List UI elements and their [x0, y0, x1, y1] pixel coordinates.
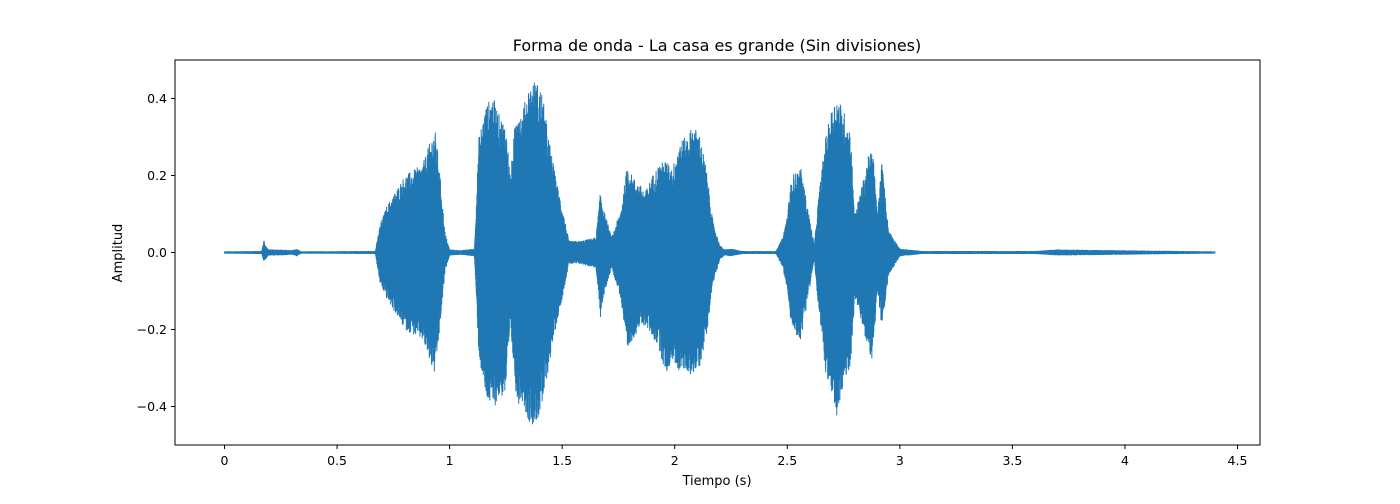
y-tick-label: −0.2	[137, 322, 167, 337]
x-tick-label: 0.5	[327, 453, 347, 468]
x-tick-label: 0	[221, 453, 229, 468]
y-tick-label: 0.2	[147, 168, 167, 183]
x-tick-label: 1.5	[552, 453, 572, 468]
x-tick-label: 3	[896, 453, 904, 468]
x-tick-label: 4.5	[1228, 453, 1248, 468]
y-axis-label: Amplitud	[111, 224, 126, 283]
x-tick-label: 3.5	[1002, 453, 1022, 468]
waveform-series	[224, 82, 1216, 425]
y-tick-label: 0.4	[147, 91, 167, 106]
x-axis: 0 0.5 1 1.5 2 2.5 3 3.5 4 4.5	[221, 445, 1248, 468]
y-tick-label: −0.4	[137, 399, 167, 414]
x-tick-label: 1	[446, 453, 454, 468]
x-tick-label: 4	[1121, 453, 1129, 468]
chart-title: Forma de onda - La casa es grande (Sin d…	[513, 36, 922, 55]
x-tick-label: 2.5	[777, 453, 797, 468]
x-axis-label: Tiempo (s)	[681, 474, 751, 489]
x-tick-label: 2	[671, 453, 679, 468]
y-axis: −0.4 −0.2 0.0 0.2 0.4	[137, 91, 175, 414]
waveform-line	[224, 82, 1216, 425]
y-tick-label: 0.0	[147, 245, 167, 260]
